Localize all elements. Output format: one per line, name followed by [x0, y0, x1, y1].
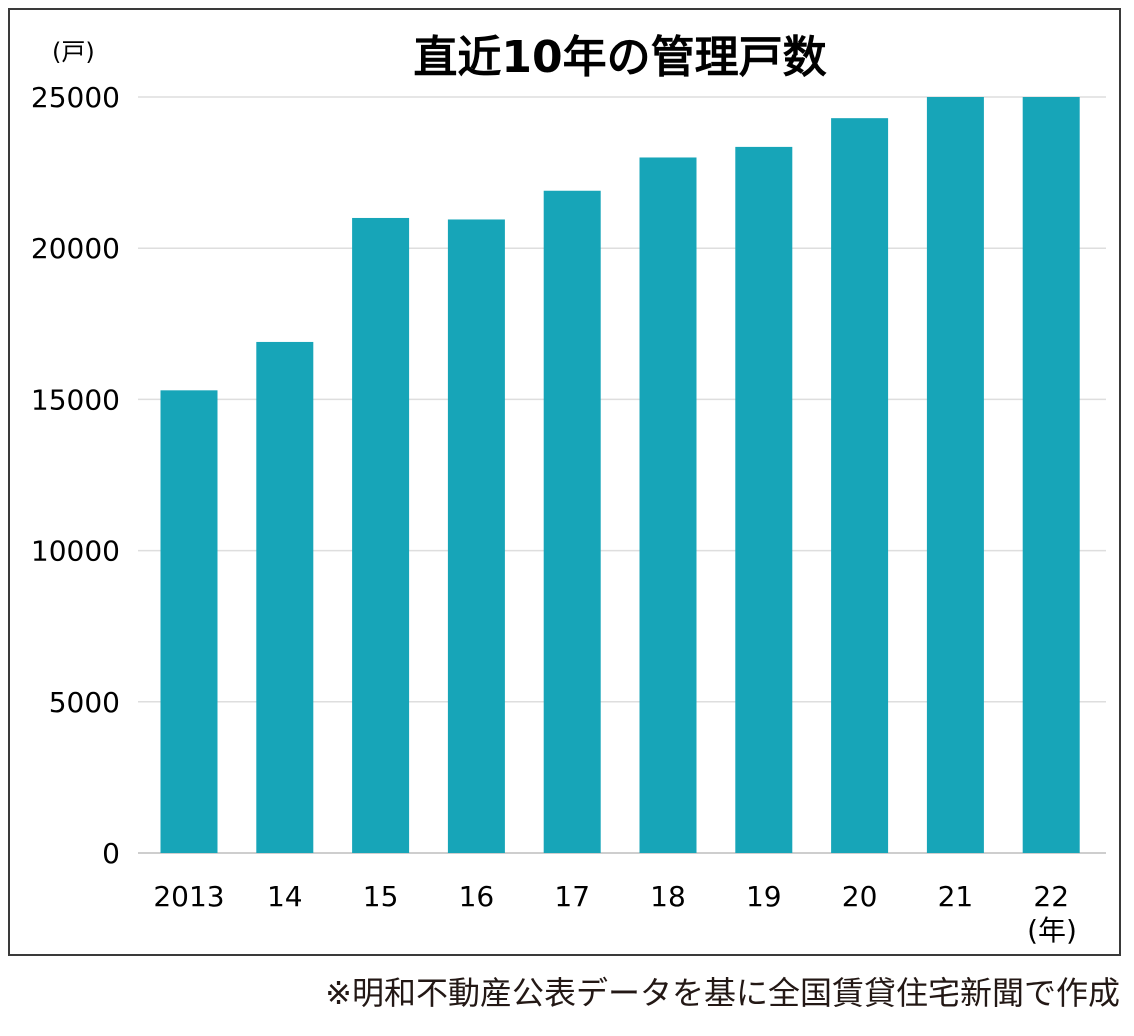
bar-16	[447, 219, 505, 854]
y-tick-label: 25000	[31, 81, 120, 114]
y-tick-label: 15000	[31, 383, 120, 416]
y-tick-label: 10000	[31, 535, 120, 568]
bar-20	[831, 118, 889, 854]
bar-19	[735, 146, 793, 853]
bars	[160, 97, 1080, 854]
bar-17	[543, 190, 601, 853]
bar-15	[352, 217, 410, 853]
x-tick-label: 2013	[153, 880, 224, 913]
x-tick-label: 16	[459, 880, 495, 913]
y-tick-label: 0	[102, 837, 120, 870]
x-tick-label: 20	[842, 880, 878, 913]
bar-21	[926, 97, 984, 853]
x-axis-unit-label: (年)	[1027, 914, 1077, 947]
x-tick-label: 18	[650, 880, 686, 913]
bar-18	[639, 157, 697, 854]
x-tick-label: 15	[363, 880, 399, 913]
source-note: ※明和不動産公表データを基に全国賃貸住宅新聞で作成	[325, 974, 1120, 1012]
bar-chart: 直近10年の管理戸数 (戸) 0 5000 10000 15000 20000 25000…	[31, 32, 1106, 947]
x-tick-label: 22	[1033, 880, 1069, 913]
bar-22	[1022, 97, 1080, 853]
y-tick-label: 5000	[49, 686, 120, 719]
bar-2013	[160, 390, 218, 853]
y-axis-unit-label: (戸)	[52, 38, 95, 66]
x-tick-label: 17	[554, 880, 590, 913]
y-tick-label: 20000	[31, 232, 120, 265]
chart-title: 直近10年の管理戸数	[413, 32, 826, 83]
y-axis-ticks: 0 5000 10000 15000 20000 25000	[31, 81, 120, 870]
x-axis-ticks: 2013 14 15 16 17 18 19 20 21 22	[153, 880, 1069, 913]
x-tick-label: 14	[267, 880, 303, 913]
x-tick-label: 19	[746, 880, 782, 913]
bar-14	[256, 341, 314, 853]
x-tick-label: 21	[938, 880, 974, 913]
